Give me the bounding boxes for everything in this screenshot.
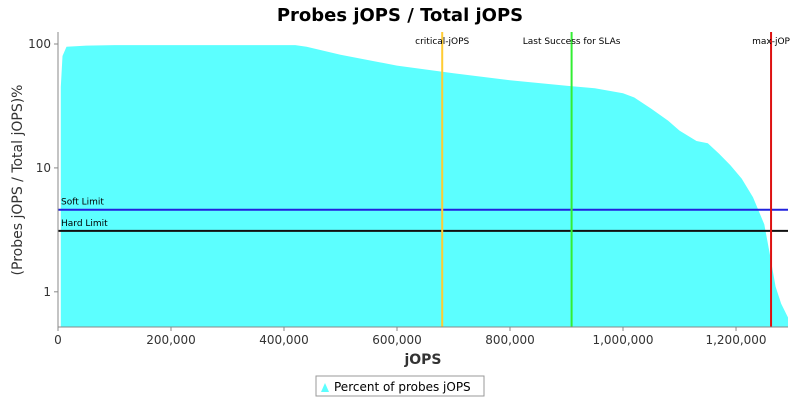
legend-series-icon <box>321 383 329 392</box>
h-marker-label-1: Hard Limit <box>61 219 108 229</box>
x-tick-label-3: 600,000 <box>372 333 422 347</box>
v-marker-label-2: max-jOP <box>752 37 790 47</box>
legend: Percent of probes jOPS <box>315 375 485 397</box>
chart-title: Probes jOPS / Total jOPS <box>277 5 523 26</box>
x-axis-label: jOPS <box>403 352 441 368</box>
v-marker-label-0: critical-jOPS <box>415 37 469 47</box>
x-tick-label-6: 1,200,000 <box>705 333 766 347</box>
y-tick-label-1: 10 <box>36 161 51 175</box>
x-tick-label-0: 0 <box>54 333 62 347</box>
v-marker-label-1: Last Success for SLAs <box>523 37 621 47</box>
y-tick-label-2: 100 <box>28 37 51 51</box>
h-marker-label-0: Soft Limit <box>61 198 104 208</box>
x-tick-label-4: 800,000 <box>485 333 535 347</box>
y-tick-label-0: 1 <box>43 285 51 299</box>
x-tick-label-5: 1,000,000 <box>592 333 653 347</box>
x-tick-label-2: 400,000 <box>259 333 309 347</box>
y-axis-label: (Probes jOPS / Total jOPS)% <box>10 85 26 276</box>
series-area-0 <box>60 45 789 327</box>
legend-series-label: Percent of probes jOPS <box>334 380 471 394</box>
legend-box <box>315 375 485 397</box>
x-tick-label-1: 200,000 <box>146 333 196 347</box>
plot-area: Soft Limit Hard Limit critical-jOPS Last Su… <box>28 32 791 347</box>
